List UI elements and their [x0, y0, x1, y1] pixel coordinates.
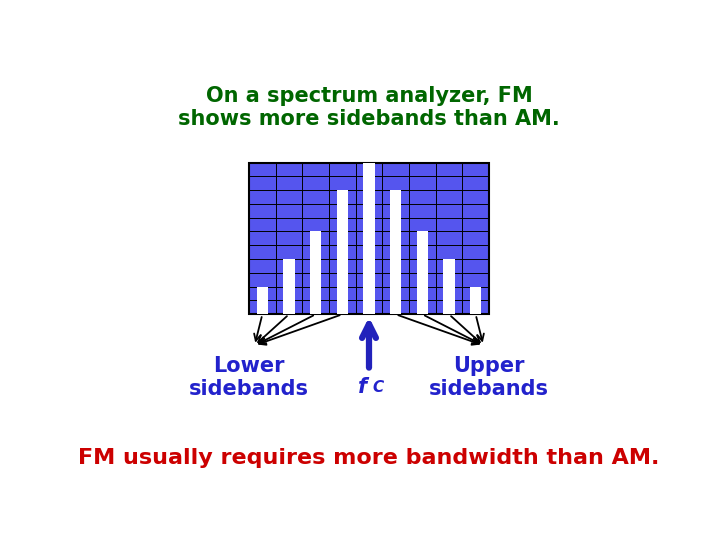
Bar — [284, 259, 294, 314]
Text: On a spectrum analyzer, FM
shows more sidebands than AM.: On a spectrum analyzer, FM shows more si… — [178, 85, 560, 129]
Bar — [364, 163, 374, 314]
Text: f: f — [359, 377, 367, 397]
Text: C: C — [372, 380, 384, 395]
Bar — [310, 232, 321, 314]
Bar — [337, 190, 348, 314]
Text: FM usually requires more bandwidth than AM.: FM usually requires more bandwidth than … — [78, 448, 660, 468]
Bar — [257, 287, 268, 314]
Bar — [417, 232, 428, 314]
Text: Lower
sidebands: Lower sidebands — [189, 356, 309, 399]
Bar — [470, 287, 481, 314]
Bar — [390, 190, 401, 314]
Bar — [444, 259, 454, 314]
Text: Upper
sidebands: Upper sidebands — [429, 356, 549, 399]
Bar — [249, 163, 489, 314]
